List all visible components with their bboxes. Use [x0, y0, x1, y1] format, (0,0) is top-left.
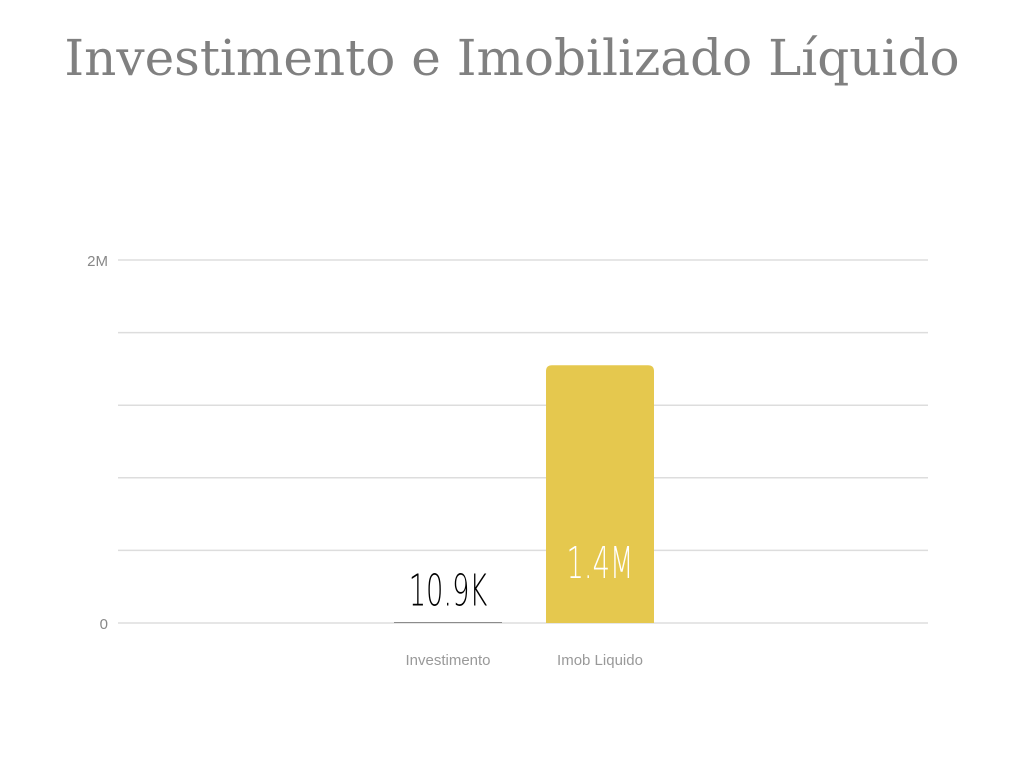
bar	[546, 365, 654, 623]
x-tick-label: Imob Liquido	[557, 652, 643, 669]
chart-title: Investimento e Imobilizado Líquido	[64, 29, 959, 87]
bar	[394, 622, 502, 623]
value-label: 10.9K	[409, 565, 488, 617]
x-tick-label: Investimento	[405, 652, 490, 669]
y-tick-label: 0	[100, 616, 108, 633]
value-label: 1.4M	[567, 537, 634, 589]
y-tick-label: 2M	[87, 253, 108, 270]
